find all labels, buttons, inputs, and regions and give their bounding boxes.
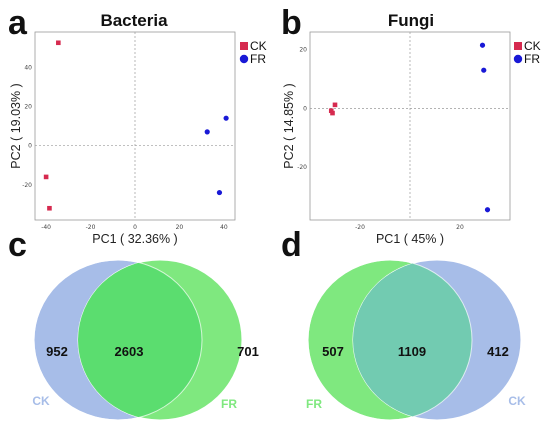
legend-marker-fr: [239, 54, 249, 64]
data-point-ck: [330, 110, 335, 116]
venn-count-fr-unique: 701: [237, 344, 259, 359]
data-point-fr: [479, 42, 486, 48]
venn-set-label-fr: FR: [306, 397, 322, 411]
panel-letter-b: b: [281, 4, 302, 42]
venn-count-fr-unique: 507: [322, 344, 344, 359]
legend-label-ck: CK: [250, 39, 267, 53]
y-axis-label: PC2 ( 14.85% ): [282, 83, 296, 168]
venn-intersection: [353, 260, 472, 420]
y-tick-label: 40: [24, 64, 32, 71]
x-axis-label: PC1 ( 45% ): [376, 232, 444, 246]
venn-count-intersection: 2603: [115, 344, 144, 359]
venn-count-ck-unique: 412: [487, 344, 509, 359]
x-tick-label: 20: [176, 224, 184, 231]
venn-outline-fr: [307, 259, 473, 421]
x-tick-label: -20: [86, 224, 96, 231]
venn-count-intersection: 1109: [398, 344, 426, 359]
venn-diagram-fungi: 507 412 1109 FR CK: [306, 259, 526, 421]
chart-title-fungi: Fungi: [387, 11, 435, 30]
y-tick-label: 0: [303, 105, 307, 112]
legend-label-ck: CK: [524, 39, 541, 53]
data-point-ck: [43, 174, 49, 180]
data-point-ck: [56, 40, 61, 46]
data-point-fr: [216, 189, 223, 196]
data-point-fr: [484, 207, 491, 213]
venn-count-ck-unique: 952: [46, 344, 68, 359]
legend-marker-ck: [514, 42, 522, 50]
data-point-fr: [223, 115, 229, 121]
venn-outline-ck: [33, 259, 203, 421]
x-axis-label: PC1 ( 32.36% ): [92, 232, 177, 246]
chart-title-bacteria: Bacteria: [100, 11, 168, 30]
venn-set-label-ck: CK: [32, 394, 50, 408]
venn-set-label-fr: FR: [221, 397, 237, 411]
x-tick-label: -40: [41, 224, 51, 231]
legend-marker-fr: [513, 54, 523, 64]
data-point-ck: [47, 205, 52, 211]
venn-diagram-bacteria: 952 701 2603 CK FR: [32, 259, 259, 421]
y-tick-label: 0: [28, 143, 32, 150]
legend-marker-ck: [240, 42, 248, 50]
venn-set-label-ck: CK: [508, 394, 526, 408]
data-point-fr: [204, 129, 210, 135]
pca-plot-bacteria: -40 -20 0 20 40 -20 0 20 40 PC1 ( 32.36% ) PC2 ( 1…: [9, 31, 267, 246]
data-point-ck: [332, 102, 338, 108]
legend-label-fr: FR: [250, 52, 266, 66]
x-tick-label: -20: [355, 224, 365, 231]
y-tick-label: 20: [299, 47, 307, 54]
data-point-fr: [481, 67, 487, 73]
data-point-ck: [328, 108, 334, 114]
y-tick-label: -20: [297, 164, 307, 171]
panel-letter-c: c: [8, 226, 27, 264]
y-tick-label: 20: [24, 103, 32, 110]
y-tick-label: -20: [22, 182, 32, 189]
panel-letter-a: a: [8, 4, 27, 42]
x-tick-label: 0: [133, 224, 137, 231]
x-tick-label: 20: [456, 224, 464, 231]
legend-label-fr: FR: [524, 52, 540, 66]
x-tick-label: 40: [220, 224, 228, 231]
panel-letter-d: d: [281, 226, 302, 264]
y-axis-label: PC2 ( 19.03% ): [9, 83, 23, 168]
